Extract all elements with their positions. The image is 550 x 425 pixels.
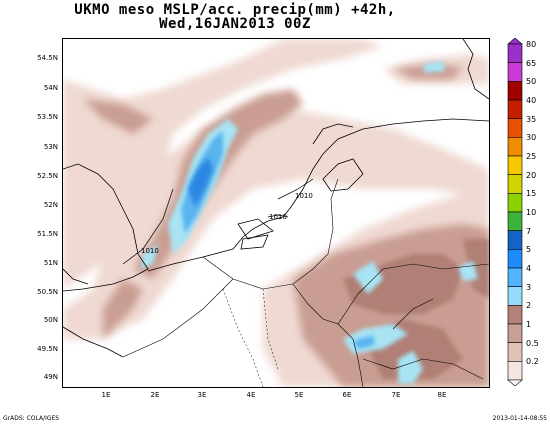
colorbar-swatch (507, 43, 523, 63)
colorbar-level-label: 0.5 (526, 338, 539, 348)
lat-label-53-5n: 53.5N (37, 113, 58, 121)
lat-label-51-5n: 51.5N (37, 230, 58, 238)
colorbar-swatch (507, 211, 523, 231)
colorbar-swatch (507, 62, 523, 82)
lat-label-52-5n: 52.5N (37, 172, 58, 180)
colorbar-swatch (507, 249, 523, 269)
footer-timestamp: 2013-01-14-08:55 (492, 415, 547, 422)
colorbar-level-label: 20 (526, 170, 537, 180)
lon-label-4e: 4E (246, 391, 256, 399)
map-canvas (63, 39, 489, 387)
lon-label-8e: 8E (437, 391, 447, 399)
colorbar-level-label: 5 (526, 245, 532, 255)
colorbar-level-label: 80 (526, 40, 537, 49)
lon-label-7e: 7E (391, 391, 401, 399)
colorbar-level-label: 2 (526, 301, 532, 311)
lat-label-49n: 49N (43, 373, 58, 381)
isobar-label: 1010 (295, 192, 313, 200)
precip-map: 1010 1010 1010 (62, 38, 490, 388)
lon-label-3e: 3E (197, 391, 207, 399)
lon-label-2e: 2E (150, 391, 160, 399)
colorbar-swatch (507, 99, 523, 119)
admin-borders (222, 288, 279, 387)
colorbar-swatch (507, 286, 523, 306)
colorbar-swatch (507, 361, 523, 381)
colorbar-swatch (507, 323, 523, 343)
colorbar-swatch (507, 267, 523, 287)
colorbar-swatch (507, 174, 523, 194)
colorbar-level-label: 30 (526, 133, 537, 143)
country-borders (122, 178, 489, 387)
colorbar (507, 38, 523, 386)
lat-label-50-5n: 50.5N (37, 288, 58, 296)
lat-label-54n: 54N (43, 84, 58, 92)
lat-label-54-5n: 54.5N (37, 54, 58, 62)
colorbar-level-label: 35 (526, 114, 537, 124)
colorbar-top-arrow (507, 38, 523, 45)
coastlines (63, 39, 489, 358)
colorbar-level-label: 4 (526, 264, 532, 273)
colorbar-level-label: 1 (526, 320, 532, 329)
lon-label-1e: 1E (101, 391, 111, 399)
precip-5mm-area (188, 157, 213, 207)
colorbar-level-label: 0.2 (526, 357, 539, 367)
colorbar-swatch (507, 81, 523, 101)
colorbar-level-label: 40 (526, 96, 537, 105)
colorbar-swatch (507, 193, 523, 213)
lat-label-49-5n: 49.5N (37, 345, 58, 353)
isobar-label: 1010 (269, 213, 287, 221)
colorbar-level-label: 65 (526, 58, 537, 68)
lat-label-50n: 50N (43, 316, 58, 324)
colorbar-swatch (507, 342, 523, 362)
lat-label-53n: 53N (43, 143, 58, 151)
colorbar-level-label: 3 (526, 282, 532, 292)
colorbar-swatch (507, 137, 523, 157)
footer-credit: GrADS: COLA/IGES (3, 415, 60, 422)
colorbar-swatch (507, 305, 523, 325)
lon-label-5e: 5E (294, 391, 304, 399)
colorbar-level-label: 25 (526, 152, 537, 161)
colorbar-bottom-arrow (507, 379, 523, 386)
colorbar-level-label: 15 (526, 189, 537, 199)
colorbar-level-label: 7 (526, 226, 532, 236)
colorbar-swatch (507, 155, 523, 175)
colorbar-level-label: 10 (526, 208, 537, 217)
chart-title-line-2: Wed,16JAN2013 00Z (159, 16, 311, 32)
isobar-label: 1010 (141, 247, 159, 255)
chart-title-line-1: UKMO meso MSLP/acc. precip(mm) +42h, (74, 2, 396, 18)
colorbar-swatch (507, 230, 523, 250)
isobars (122, 178, 314, 265)
lon-label-6e: 6E (342, 391, 352, 399)
colorbar-swatch (507, 118, 523, 138)
lat-label-51n: 51N (43, 259, 58, 267)
lat-label-52n: 52N (43, 201, 58, 209)
colorbar-level-label: 50 (526, 77, 537, 87)
